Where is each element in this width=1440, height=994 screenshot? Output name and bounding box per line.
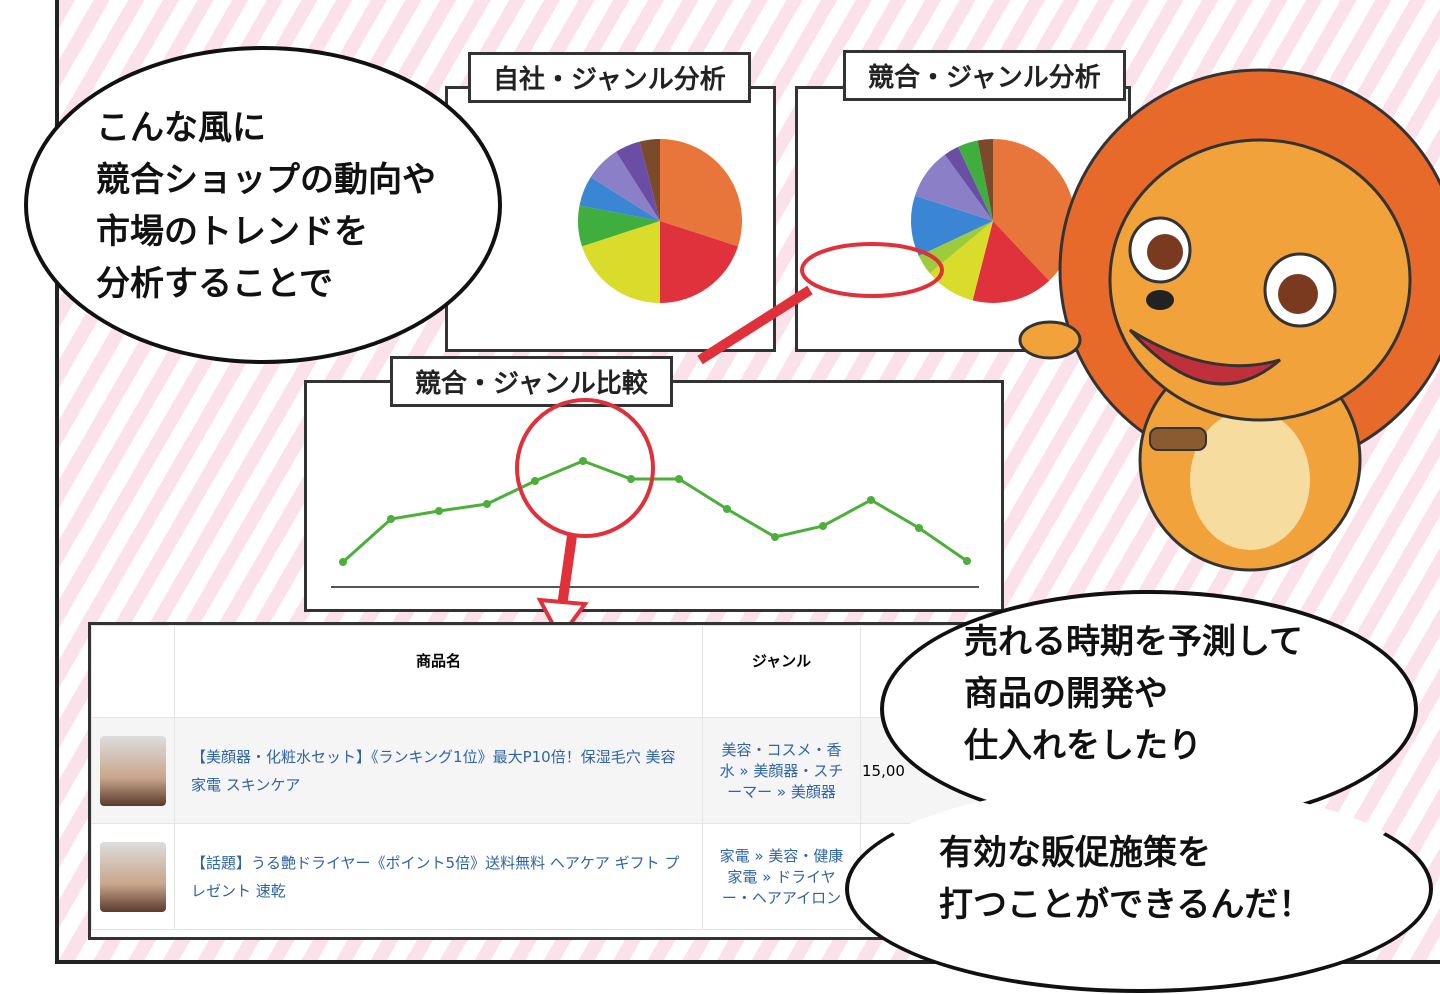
product-image[interactable] <box>100 735 166 806</box>
bubble-text: 仕入れをしたり <box>964 726 1202 766</box>
data-point <box>435 507 443 515</box>
pie-slice <box>993 139 1075 281</box>
arrow-head <box>536 597 589 642</box>
data-point <box>771 533 779 541</box>
bubble-text: 打つことができるんだ！ <box>939 885 1313 925</box>
pie-slice <box>911 195 993 256</box>
product-image[interactable] <box>100 841 166 912</box>
pie-slice <box>616 141 660 221</box>
compare-panel <box>304 380 1004 612</box>
data-point <box>579 457 587 465</box>
pie-slice <box>977 139 993 221</box>
pie-slice <box>660 139 742 247</box>
bubble-text: 商品の開発や <box>964 674 1168 714</box>
pie-slice <box>639 139 660 221</box>
bubble-text: 有効な販促施策を <box>939 833 1211 873</box>
compare-title: 競合・ジャンル比較 <box>390 356 673 407</box>
data-point <box>915 524 923 532</box>
data-point <box>483 500 491 508</box>
speech-bubble-right-lower: 有効な販促施策を 打つことができるんだ！ <box>845 785 1433 993</box>
own-genre-pie <box>578 139 742 303</box>
pie-slice <box>660 221 738 303</box>
bubble-text: 分析することで <box>96 264 333 304</box>
bubble-text: 売れる時期を予測して <box>964 622 1303 662</box>
product-link[interactable]: 【話題】うる艶ドライヤー《ポイント5倍》送料無料 ヘアケア ギフト プレゼント … <box>174 823 703 930</box>
product-table: 商品名 ジャンル 【美顔器・化粧水セット】《ランキング1位》最大P10倍！保湿毛穴… <box>91 625 991 930</box>
header-name: 商品名 <box>174 625 703 718</box>
arrow-line <box>697 285 813 365</box>
data-point <box>387 515 395 523</box>
header-genre: ジャンル <box>702 625 861 718</box>
lion-mascot <box>1018 68 1440 572</box>
data-point <box>531 477 539 485</box>
data-point <box>339 558 347 566</box>
pie-slice <box>958 140 993 221</box>
bubble-text: こんな風に <box>96 108 266 148</box>
pie-slice <box>944 146 993 221</box>
data-point <box>675 475 683 483</box>
pie-slice <box>579 177 660 221</box>
data-point <box>723 505 731 513</box>
pie-slice <box>578 205 660 247</box>
speech-bubble-left: こんな風に 競合ショップの動向や 市場のトレンドを 分析することで <box>24 46 502 364</box>
own-genre-title: 自社・ジャンル分析 <box>468 52 751 103</box>
pie-slice <box>582 221 660 303</box>
bubble-text: 競合ショップの動向や <box>96 160 436 200</box>
comp-genre-pie <box>911 139 1075 303</box>
data-point <box>867 496 875 504</box>
pie-slice <box>929 221 993 301</box>
data-point <box>963 557 971 565</box>
product-table-panel: 商品名 ジャンル 【美顔器・化粧水セット】《ランキング1位》最大P10倍！保湿毛穴… <box>88 622 994 940</box>
data-point <box>819 522 827 530</box>
data-point <box>627 475 635 483</box>
pie-slice <box>915 154 993 221</box>
pie-slice <box>590 151 660 221</box>
pie-slice <box>972 221 1050 303</box>
genre-link[interactable]: 美容・コスメ・香水 » 美顔器・スチーマー » 美顔器 <box>702 717 861 824</box>
series-line <box>341 459 968 564</box>
compare-line-chart <box>331 457 979 588</box>
genre-link[interactable]: 家電 » 美容・健康家電 » ドライヤー・ヘアアイロン <box>702 823 861 930</box>
highlight-circle <box>800 242 944 298</box>
bubble-text: 市場のトレンドを <box>96 212 368 252</box>
highlight-circle <box>515 398 655 538</box>
product-link[interactable]: 【美顔器・化粧水セット】《ランキング1位》最大P10倍！保湿毛穴 美容家電 スキ… <box>174 717 703 824</box>
comp-genre-title: 競合・ジャンル分析 <box>843 50 1126 101</box>
